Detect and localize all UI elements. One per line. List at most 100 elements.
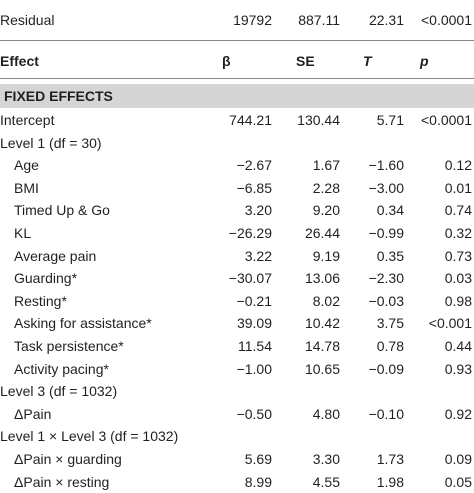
cell-value: <0.0001 xyxy=(421,112,472,128)
cell-value: −0.50 xyxy=(236,405,272,422)
row-label: Average pain xyxy=(14,247,97,264)
row-label: Residual xyxy=(0,12,55,28)
row-label: ΔPain × guarding xyxy=(14,451,122,467)
cell-value: −26.29 xyxy=(228,225,272,241)
cell-value: 9.20 xyxy=(312,202,340,219)
table-row: Level 3 (df = 1032) xyxy=(0,380,474,402)
cell-value: −2.67 xyxy=(236,157,272,174)
table-row: BMI −6.85 2.28 −3.00 0.01 xyxy=(0,177,474,199)
cell-value: −0.09 xyxy=(368,360,404,377)
table-row: Level 1 (df = 30) xyxy=(0,132,474,154)
row-label: Activity pacing* xyxy=(14,360,109,377)
cell-value: 0.78 xyxy=(376,338,404,354)
cell-value: 887.11 xyxy=(298,12,340,28)
table-row: ΔPain × guarding 5.69 3.30 1.73 0.09 xyxy=(0,448,474,470)
column-header: p xyxy=(420,53,429,69)
cell-value: 10.42 xyxy=(304,315,340,332)
cell-value: 26.44 xyxy=(304,225,340,241)
cell-value: −0.03 xyxy=(368,292,404,309)
table-row: Age −2.67 1.67 −1.60 0.12 xyxy=(0,154,474,176)
column-header: Effect xyxy=(0,53,39,69)
cell-value: 0.35 xyxy=(376,247,404,264)
cell-value: 0.32 xyxy=(444,225,472,241)
cell-value: 1.67 xyxy=(312,157,340,174)
cell-value: −30.07 xyxy=(228,270,272,287)
cell-value: 0.09 xyxy=(444,451,472,467)
cell-value: 0.34 xyxy=(376,202,404,219)
table-row: KL −26.29 26.44 −0.99 0.32 xyxy=(0,222,474,244)
cell-value: −3.00 xyxy=(368,179,404,196)
row-label: KL xyxy=(14,225,32,241)
table-row: Resting* −0.21 8.02 −0.03 0.98 xyxy=(0,290,474,312)
cell-value: 22.31 xyxy=(368,12,404,28)
table-row: Residual 19792 887.11 22.31 <0.0001 xyxy=(0,9,474,31)
row-label: Resting* xyxy=(14,292,67,309)
row-label: Age xyxy=(14,157,39,174)
cell-value: −1.00 xyxy=(236,360,272,377)
cell-value: 0.98 xyxy=(444,292,472,309)
cell-value: −6.85 xyxy=(236,179,272,196)
cell-value: 0.01 xyxy=(444,179,472,196)
row-label: BMI xyxy=(14,179,39,196)
cell-value: 4.80 xyxy=(312,405,340,422)
column-header: T xyxy=(363,53,372,69)
cell-value: 3.75 xyxy=(376,315,404,332)
cell-value: 744.21 xyxy=(229,112,272,128)
cell-value: 10.65 xyxy=(304,360,340,377)
table-row: Guarding* −30.07 13.06 −2.30 0.03 xyxy=(0,267,474,289)
row-label: Timed Up & Go xyxy=(14,202,110,219)
cell-value: 11.54 xyxy=(238,338,272,354)
cell-value: 5.71 xyxy=(376,112,404,128)
cell-value: 3.30 xyxy=(312,451,340,467)
divider xyxy=(0,78,474,79)
cell-value: 0.92 xyxy=(444,405,472,422)
cell-value: 2.28 xyxy=(312,179,340,196)
cell-value: 9.19 xyxy=(312,247,340,264)
cell-value: 3.20 xyxy=(244,202,272,219)
cell-value: 39.09 xyxy=(236,315,272,332)
cell-value: 5.69 xyxy=(244,451,272,467)
row-label: Level 3 (df = 1032) xyxy=(0,383,118,400)
table-row: Activity pacing* −1.00 10.65 −0.09 0.93 xyxy=(0,358,474,380)
cell-value: <0.001 xyxy=(428,315,472,332)
cell-value: 0.44 xyxy=(444,338,472,354)
cell-value: −0.99 xyxy=(368,225,404,241)
cell-value: 19792 xyxy=(233,12,272,28)
cell-value: 14.78 xyxy=(304,338,340,354)
cell-value: 0.12 xyxy=(444,157,472,174)
cell-value: 8.02 xyxy=(312,292,340,309)
table-row: Average pain 3.22 9.19 0.35 0.73 xyxy=(0,245,474,267)
row-label: ΔPain xyxy=(14,405,52,422)
cell-value: 3.22 xyxy=(244,247,272,264)
row-label: Level 1 × Level 3 (df = 1032) xyxy=(0,428,179,445)
row-label: Task persistence* xyxy=(14,338,124,354)
column-header: SE xyxy=(296,53,315,69)
table-row: Level 1 × Level 3 (df = 1032) xyxy=(0,425,474,447)
row-label: Asking for assistance* xyxy=(14,315,152,332)
row-label: Intercept xyxy=(0,112,55,128)
cell-value: <0.0001 xyxy=(421,12,472,28)
cell-value: 0.03 xyxy=(444,270,472,287)
page: {"table": { "top_rows": [["Residual", "1… xyxy=(0,9,474,490)
table-row: Timed Up & Go 3.20 9.20 0.34 0.74 xyxy=(0,199,474,221)
row-label: Level 1 (df = 30) xyxy=(0,134,102,151)
cell-value: 1.73 xyxy=(376,451,404,467)
cell-value: −0.21 xyxy=(236,292,272,309)
section-label: FIXED EFFECTS xyxy=(4,88,113,104)
table-row: Task persistence* 11.54 14.78 0.78 0.44 xyxy=(0,335,474,357)
cell-value: 130.44 xyxy=(297,112,340,128)
table-row: ΔPain −0.50 4.80 −0.10 0.92 xyxy=(0,403,474,425)
cell-value: −0.10 xyxy=(368,405,404,422)
cell-value: 13.06 xyxy=(304,270,340,287)
divider xyxy=(0,40,474,41)
column-header: β xyxy=(222,53,231,69)
cell-value: 0.93 xyxy=(444,360,472,377)
section-row: FIXED EFFECTS xyxy=(0,84,474,108)
cell-value: −2.30 xyxy=(368,270,404,287)
cell-value: 0.74 xyxy=(444,202,472,219)
cell-value: 0.73 xyxy=(444,247,472,264)
table-row: Asking for assistance* 39.09 10.42 3.75 <0.0… xyxy=(0,312,474,334)
row-label: Guarding* xyxy=(14,270,78,287)
cell-value: −1.60 xyxy=(368,157,404,174)
